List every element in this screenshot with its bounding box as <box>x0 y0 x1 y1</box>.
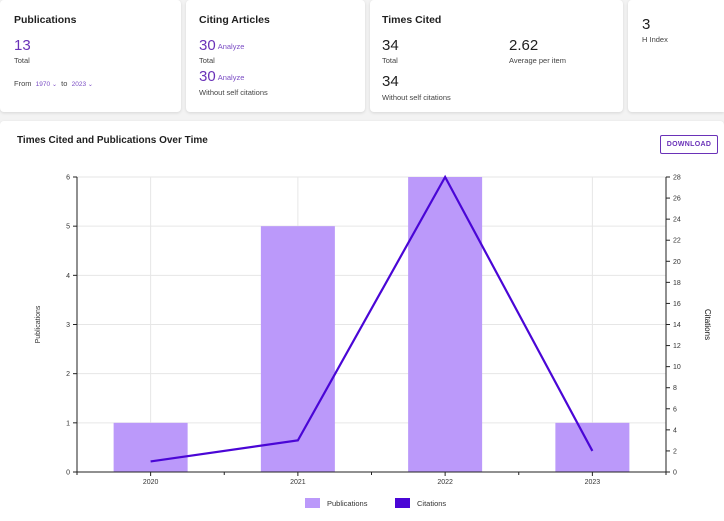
chevron-down-icon: ⌄ <box>51 82 57 88</box>
analyze-link[interactable]: Analyze <box>217 42 245 51</box>
times-cited-title: Times Cited <box>382 14 442 26</box>
h-index-value: 3 <box>642 16 651 33</box>
from-year-select[interactable]: 1970 ⌄ <box>35 81 57 88</box>
download-button[interactable]: DOWNLOAD <box>660 135 718 154</box>
chevron-down-icon: ⌄ <box>87 82 93 88</box>
citing-total-value[interactable]: 30 <box>199 37 216 54</box>
times-cited-total-label: Total <box>382 56 398 65</box>
publications-total-label: Total <box>14 56 30 65</box>
h-index-label: H Index <box>642 35 668 44</box>
from-label: From <box>14 79 32 88</box>
citing-noself-value[interactable]: 30 <box>199 68 216 85</box>
citing-noself-label: Without self citations <box>199 88 268 97</box>
citing-articles-card: Citing Articles 30 Analyze Total 30 Analyz… <box>186 0 365 112</box>
chart-card: Times Cited and Publications Over Time <box>0 121 724 521</box>
analyze-link[interactable]: Analyze <box>217 73 245 82</box>
average-per-item-label: Average per item <box>509 56 566 65</box>
citing-total-row: 30 Analyze <box>199 37 244 54</box>
h-index-card: 3 H Index <box>628 0 724 112</box>
to-label: to <box>61 79 68 88</box>
average-per-item-value: 2.62 <box>509 37 539 54</box>
publications-total-value[interactable]: 13 <box>14 37 31 54</box>
times-cited-noself-value: 34 <box>382 73 399 90</box>
times-cited-noself-label: Without self citations <box>382 93 451 102</box>
citing-articles-title: Citing Articles <box>199 14 270 26</box>
chart-title: Times Cited and Publications Over Time <box>17 135 208 146</box>
to-year-select[interactable]: 2023 ⌄ <box>71 81 93 88</box>
citing-noself-row: 30 Analyze <box>199 68 244 85</box>
citing-total-label: Total <box>199 56 215 65</box>
year-range: From 1970 ⌄ to 2023 ⌄ <box>14 79 93 88</box>
publications-title: Publications <box>14 14 77 26</box>
times-cited-total-value: 34 <box>382 37 399 54</box>
publications-card: Publications 13 Total From 1970 ⌄ to 202… <box>0 0 181 112</box>
times-cited-card: Times Cited 34 Total 2.62 Average per it… <box>370 0 623 112</box>
